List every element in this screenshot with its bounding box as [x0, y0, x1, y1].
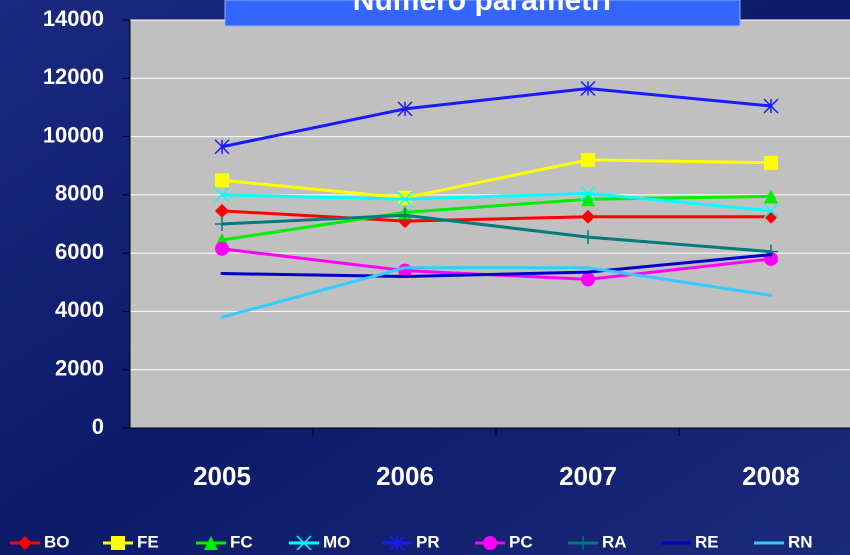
marker: [204, 536, 218, 550]
marker: [576, 536, 590, 550]
marker: [764, 189, 778, 204]
legend-label: PC: [509, 532, 533, 551]
y-tick-label: 8000: [55, 181, 104, 206]
line: [221, 86, 772, 149]
x-tick-label: 2008: [742, 461, 800, 491]
marker: [764, 155, 778, 170]
point: [220, 315, 224, 319]
point: [769, 253, 773, 257]
marker: [581, 192, 595, 207]
line: [221, 209, 771, 223]
x-tick-label: 2006: [376, 461, 434, 491]
legend-label: RN: [788, 532, 813, 551]
y-tick-label: 2000: [55, 356, 104, 381]
marker: [764, 244, 778, 259]
marker: [296, 535, 312, 551]
title-box: [224, 0, 741, 27]
marker: [581, 272, 595, 287]
marker: [764, 209, 778, 224]
chart-title: Numero parametri: [353, 0, 611, 17]
point: [220, 272, 224, 276]
marker: [581, 209, 595, 224]
legend-label: PR: [416, 532, 440, 551]
point: [403, 266, 407, 270]
legend-label: FE: [137, 532, 159, 551]
line: [221, 266, 772, 319]
marker: [398, 208, 412, 223]
marker: [581, 230, 595, 245]
marker: [580, 80, 596, 97]
point: [403, 274, 407, 278]
line: [221, 253, 772, 278]
y-tick-label: 12000: [43, 64, 104, 89]
marker: [763, 203, 779, 219]
marker: [397, 191, 413, 207]
line: [221, 191, 772, 213]
marker: [214, 187, 230, 203]
y-tick-label: 0: [92, 414, 104, 439]
line: [221, 213, 772, 254]
marker: [483, 536, 497, 550]
marker: [214, 139, 230, 155]
legend-label: RA: [602, 532, 627, 551]
marker: [397, 101, 413, 117]
y-tick-label: 14000: [43, 6, 104, 31]
y-tick-label: 4000: [55, 297, 104, 322]
line: [221, 158, 772, 200]
marker: [18, 536, 32, 550]
marker: [215, 241, 229, 256]
marker: [111, 536, 125, 550]
point: [769, 293, 773, 297]
marker: [389, 535, 405, 551]
point: [586, 270, 590, 274]
line: [221, 194, 772, 242]
point: [586, 266, 590, 270]
marker: [581, 152, 595, 167]
legend-label: MO: [323, 532, 350, 551]
x-tick-label: 2007: [559, 461, 617, 491]
marker: [763, 98, 779, 114]
legend-label: BO: [44, 532, 70, 551]
marker: [215, 203, 229, 218]
x-tick-label: 2005: [193, 461, 251, 491]
marker: [215, 217, 229, 231]
legend-label: FC: [230, 532, 253, 551]
y-tick-label: 10000: [43, 122, 104, 147]
marker: [215, 173, 229, 188]
y-tick-label: 6000: [55, 239, 104, 264]
legend-label: RE: [695, 532, 719, 551]
marker: [580, 185, 596, 201]
